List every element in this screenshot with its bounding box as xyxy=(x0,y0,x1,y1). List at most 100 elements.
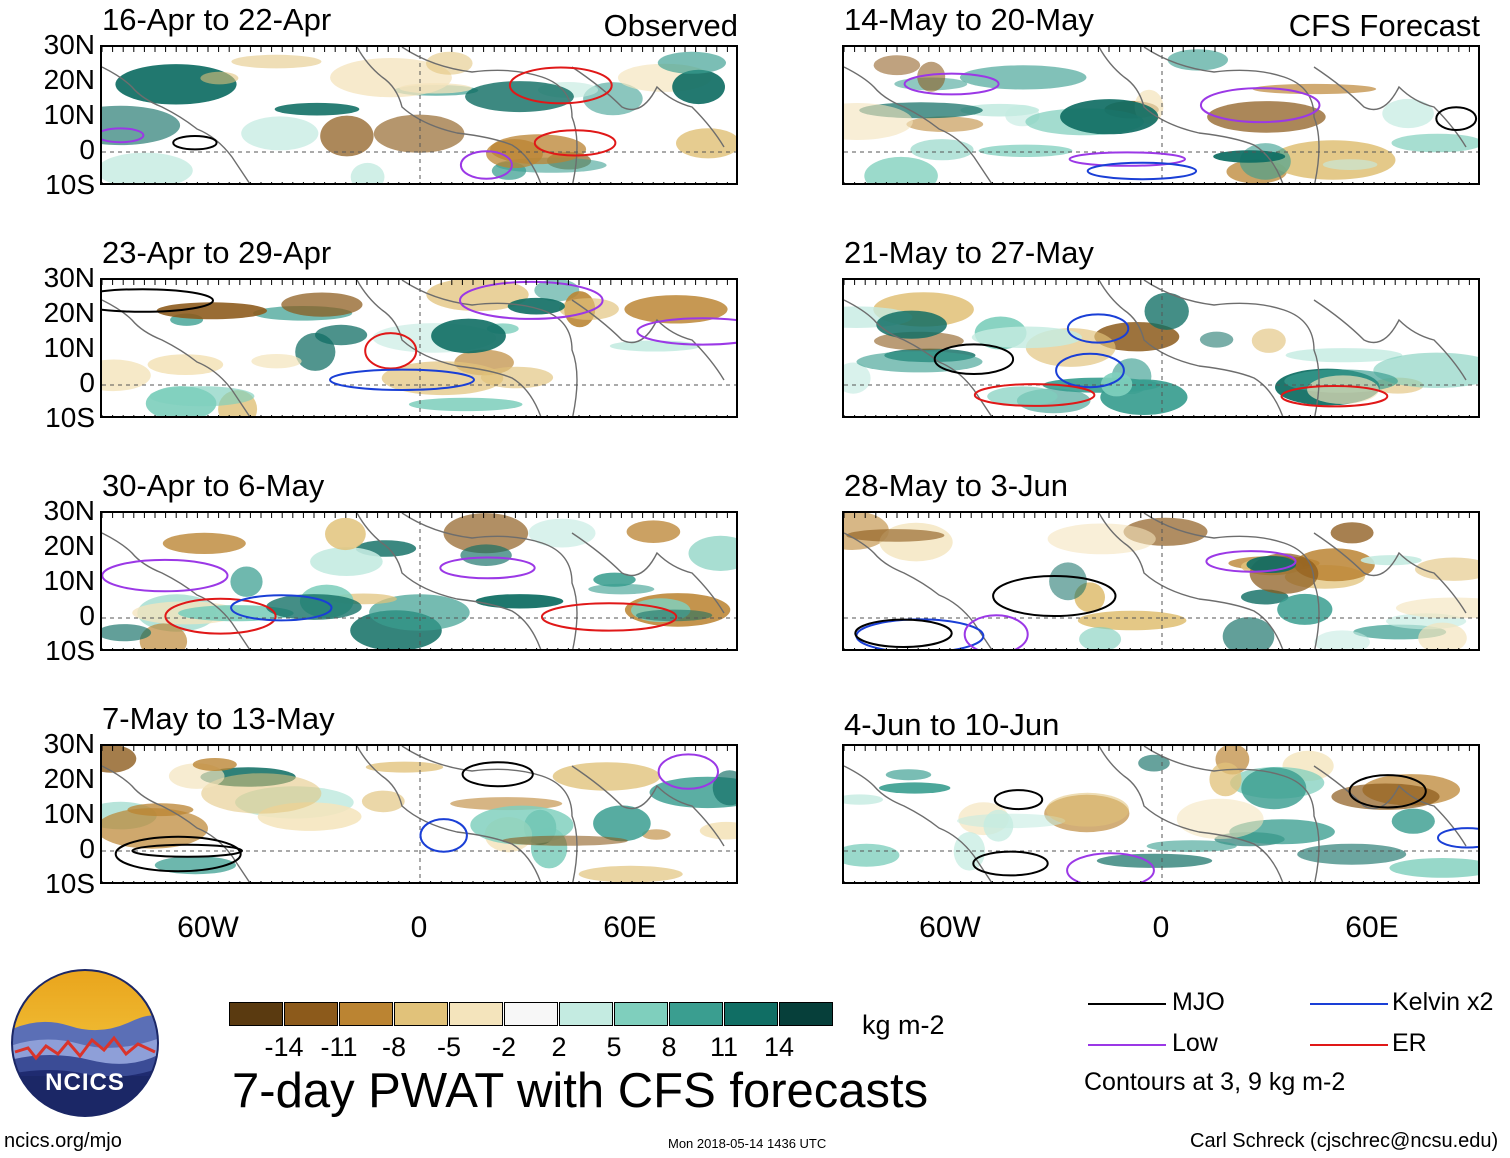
mjo-contour xyxy=(131,843,243,858)
moist-anomaly-shading xyxy=(369,594,470,631)
dry-anomaly-shading xyxy=(281,292,363,317)
colorbar-tick: 8 xyxy=(661,1032,677,1062)
mjo-contour xyxy=(1348,774,1427,809)
dry-anomaly-shading xyxy=(1307,375,1379,404)
footer-timestamp: Mon 2018-05-14 1436 UTC xyxy=(668,1136,827,1151)
low-contour xyxy=(657,753,719,790)
lat-label: 20N xyxy=(43,763,95,794)
colorbar-tick: 14 xyxy=(763,1032,795,1062)
lat-label: 30N xyxy=(43,262,95,293)
map-graphic xyxy=(844,280,1478,416)
lon-label-0-right: 0 xyxy=(1152,911,1170,944)
dry-anomaly-shading xyxy=(699,821,736,840)
mjo-contour xyxy=(461,761,534,788)
moist-anomaly-shading xyxy=(1314,630,1370,649)
dry-anomaly-shading xyxy=(156,302,267,320)
dry-anomaly-shading xyxy=(365,761,444,773)
dry-anomaly-shading xyxy=(641,829,671,840)
coastlines xyxy=(844,47,1467,183)
dry-anomaly-shading xyxy=(251,354,302,369)
moist-anomaly-shading xyxy=(1138,754,1170,772)
colorbar-swatch xyxy=(779,1002,833,1026)
colorbar-tick: -11 xyxy=(320,1032,358,1062)
moist-anomaly-shading xyxy=(1167,49,1228,71)
panel-title-obs-1: 16-Apr to 22-Apr xyxy=(102,2,332,37)
colorbar-swatch xyxy=(339,1002,393,1026)
moist-anomaly-shading xyxy=(588,583,655,595)
lat-label: 0 xyxy=(79,367,95,398)
panel-title-fc-2: 21-May to 27-May xyxy=(844,235,1094,270)
map-panel-obs-3 xyxy=(100,511,738,651)
moist-anomaly-shading xyxy=(844,843,900,867)
moist-anomaly-shading xyxy=(1222,617,1275,649)
dry-anomaly-shading xyxy=(231,54,322,69)
map-panel-obs-4 xyxy=(100,744,738,884)
map-graphic xyxy=(844,47,1478,183)
kelvin-contour xyxy=(230,594,333,622)
mjo-contour xyxy=(972,850,1049,877)
colorbar-unit: kg m-2 xyxy=(862,1010,945,1040)
moist-anomaly-shading xyxy=(475,594,564,609)
low-contour xyxy=(102,558,229,593)
low-contour xyxy=(1199,87,1321,124)
dry-anomaly-shading xyxy=(102,808,208,849)
dry-anomaly-shading xyxy=(1077,610,1187,631)
map-panel-fc-4 xyxy=(842,744,1480,884)
lon-label-0-left: 0 xyxy=(410,911,428,944)
coastlines xyxy=(102,746,725,882)
coastlines xyxy=(102,513,725,649)
moist-anomaly-shading xyxy=(844,362,871,394)
moist-anomaly-shading xyxy=(956,813,1066,829)
lat-label: 30N xyxy=(43,495,95,526)
moist-anomaly-shading xyxy=(1144,292,1189,330)
dry-anomaly-shading xyxy=(1251,328,1286,353)
lat-label: 10N xyxy=(43,99,95,130)
dry-anomaly-shading xyxy=(325,517,366,551)
map-panel-obs-1 xyxy=(100,45,738,185)
moist-anomaly-shading xyxy=(1391,808,1435,834)
er-contour xyxy=(364,332,418,370)
lat-label: 10S xyxy=(45,169,95,200)
mjo-contour xyxy=(1435,106,1478,131)
colorbar-swatch xyxy=(504,1002,558,1026)
footer-website: ncics.org/mjo xyxy=(4,1130,122,1152)
map-graphic xyxy=(844,513,1478,649)
moist-anomaly-shading xyxy=(1199,331,1234,348)
lon-label-60w-right: 60W xyxy=(919,911,981,944)
moist-anomaly-shading xyxy=(528,518,596,548)
moist-anomaly-shading xyxy=(154,856,236,875)
colorbar-swatch xyxy=(394,1002,448,1026)
moist-anomaly-shading xyxy=(460,544,512,566)
moist-anomaly-shading xyxy=(885,769,932,781)
panel-title-fc-4: 4-Jun to 10-Jun xyxy=(844,707,1060,742)
dry-anomaly-shading xyxy=(373,114,465,153)
mjo-contour xyxy=(993,789,1044,811)
panel-title-obs-3: 30-Apr to 6-May xyxy=(102,468,325,503)
mjo-contour xyxy=(172,135,218,151)
dry-anomaly-shading xyxy=(1252,83,1377,95)
dry-anomaly-shading xyxy=(626,520,681,543)
low-contour xyxy=(459,150,513,180)
moist-anomaly-shading xyxy=(856,351,983,373)
moist-anomaly-shading xyxy=(102,624,152,642)
low-contour xyxy=(459,280,604,320)
moist-anomaly-shading xyxy=(910,139,974,161)
dry-anomaly-shading xyxy=(1395,597,1478,619)
lat-label: 30N xyxy=(43,29,95,60)
moist-anomaly-shading xyxy=(266,594,362,620)
kelvin-contour xyxy=(1066,313,1130,344)
colorbar-tick: 5 xyxy=(606,1032,622,1062)
dry-anomaly-shading xyxy=(147,354,224,375)
lon-label-60w-left: 60W xyxy=(177,911,239,944)
legend-line-kelvin xyxy=(1310,1003,1388,1005)
dry-anomaly-shading xyxy=(1209,762,1242,797)
dry-anomaly-shading xyxy=(139,623,188,649)
moist-anomaly-shading xyxy=(657,51,727,74)
er-contour xyxy=(540,602,678,632)
moist-anomaly-shading xyxy=(431,318,506,354)
dry-anomaly-shading xyxy=(361,790,405,813)
lat-label: 10S xyxy=(45,635,95,666)
moist-anomaly-shading xyxy=(1096,853,1213,868)
kelvin-contour xyxy=(419,818,468,853)
legend-label-mjo: MJO xyxy=(1172,988,1225,1016)
